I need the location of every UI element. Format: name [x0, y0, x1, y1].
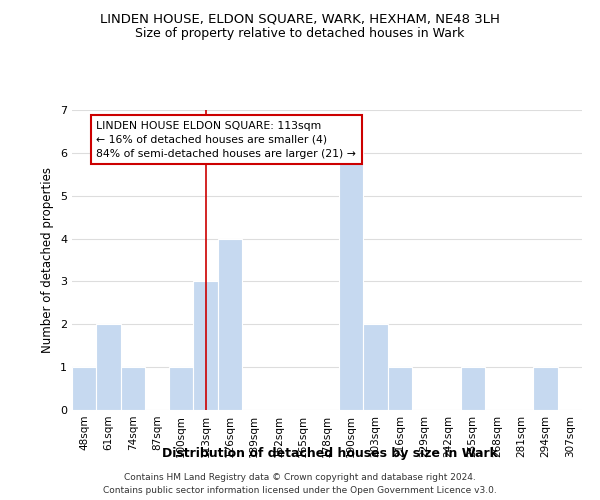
Bar — [72, 367, 96, 410]
Bar — [96, 324, 121, 410]
Text: Contains HM Land Registry data © Crown copyright and database right 2024.: Contains HM Land Registry data © Crown c… — [124, 472, 476, 482]
Bar — [533, 367, 558, 410]
Bar — [339, 153, 364, 410]
Text: Size of property relative to detached houses in Wark: Size of property relative to detached ho… — [136, 28, 464, 40]
Bar — [169, 367, 193, 410]
Text: LINDEN HOUSE, ELDON SQUARE, WARK, HEXHAM, NE48 3LH: LINDEN HOUSE, ELDON SQUARE, WARK, HEXHAM… — [100, 12, 500, 26]
Bar — [218, 238, 242, 410]
Bar — [121, 367, 145, 410]
Bar — [388, 367, 412, 410]
Text: Contains public sector information licensed under the Open Government Licence v3: Contains public sector information licen… — [103, 486, 497, 495]
Bar — [193, 282, 218, 410]
Bar — [461, 367, 485, 410]
Text: LINDEN HOUSE ELDON SQUARE: 113sqm
← 16% of detached houses are smaller (4)
84% o: LINDEN HOUSE ELDON SQUARE: 113sqm ← 16% … — [96, 120, 356, 158]
Text: Distribution of detached houses by size in Wark: Distribution of detached houses by size … — [162, 448, 498, 460]
Bar — [364, 324, 388, 410]
Y-axis label: Number of detached properties: Number of detached properties — [41, 167, 55, 353]
